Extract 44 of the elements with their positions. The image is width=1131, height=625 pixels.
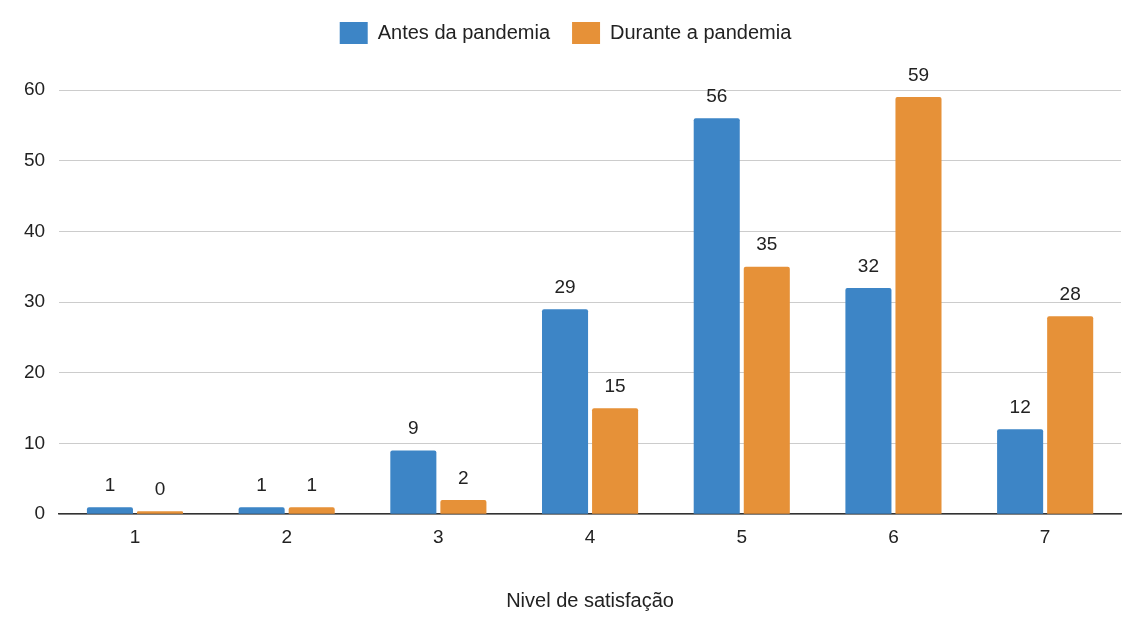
x-tick-label: 7 [1039,525,1051,547]
bar [238,507,285,514]
y-tick-label: 60 [23,78,46,100]
data-label: 29 [554,275,576,297]
bar [288,507,335,514]
bar [997,429,1044,514]
y-tick-label: 0 [34,502,46,524]
x-tick-label: 2 [281,525,292,547]
data-label: 2 [458,466,469,488]
data-label: 1 [104,473,116,495]
data-label: 0 [154,477,166,499]
x-tick-label: 6 [888,525,899,547]
data-label: 56 [706,85,728,107]
bar [592,408,639,514]
data-label: 15 [604,374,626,396]
data-label: 1 [306,473,317,495]
y-tick-label: 30 [23,290,46,312]
bar [693,118,740,514]
data-label: 9 [408,417,419,439]
bar [1047,316,1094,514]
y-tick-label: 10 [23,431,46,453]
bar [440,500,487,514]
bar [390,450,437,514]
x-tick-label: 3 [433,525,444,547]
bar [845,287,892,514]
y-tick-label: 50 [23,148,46,170]
legend-label: Antes da pandemia [377,20,551,43]
legend-label: Durante a pandemia [610,20,793,43]
bar [743,266,790,514]
y-tick-label: 40 [23,219,46,241]
data-label: 1 [256,473,267,495]
x-tick-label: 5 [736,525,748,547]
data-label: 32 [857,254,879,276]
x-axis-title: Nivel de satisfação [506,588,674,611]
data-label: 28 [1059,282,1081,304]
data-label: 35 [756,233,778,255]
bar [895,97,942,514]
x-tick-label: 4 [584,525,596,547]
bar [86,507,133,514]
data-label: 12 [1009,396,1031,418]
x-tick-label: 1 [129,525,141,547]
bar [542,309,589,514]
data-label: 59 [907,63,930,85]
y-tick-label: 20 [23,361,46,383]
